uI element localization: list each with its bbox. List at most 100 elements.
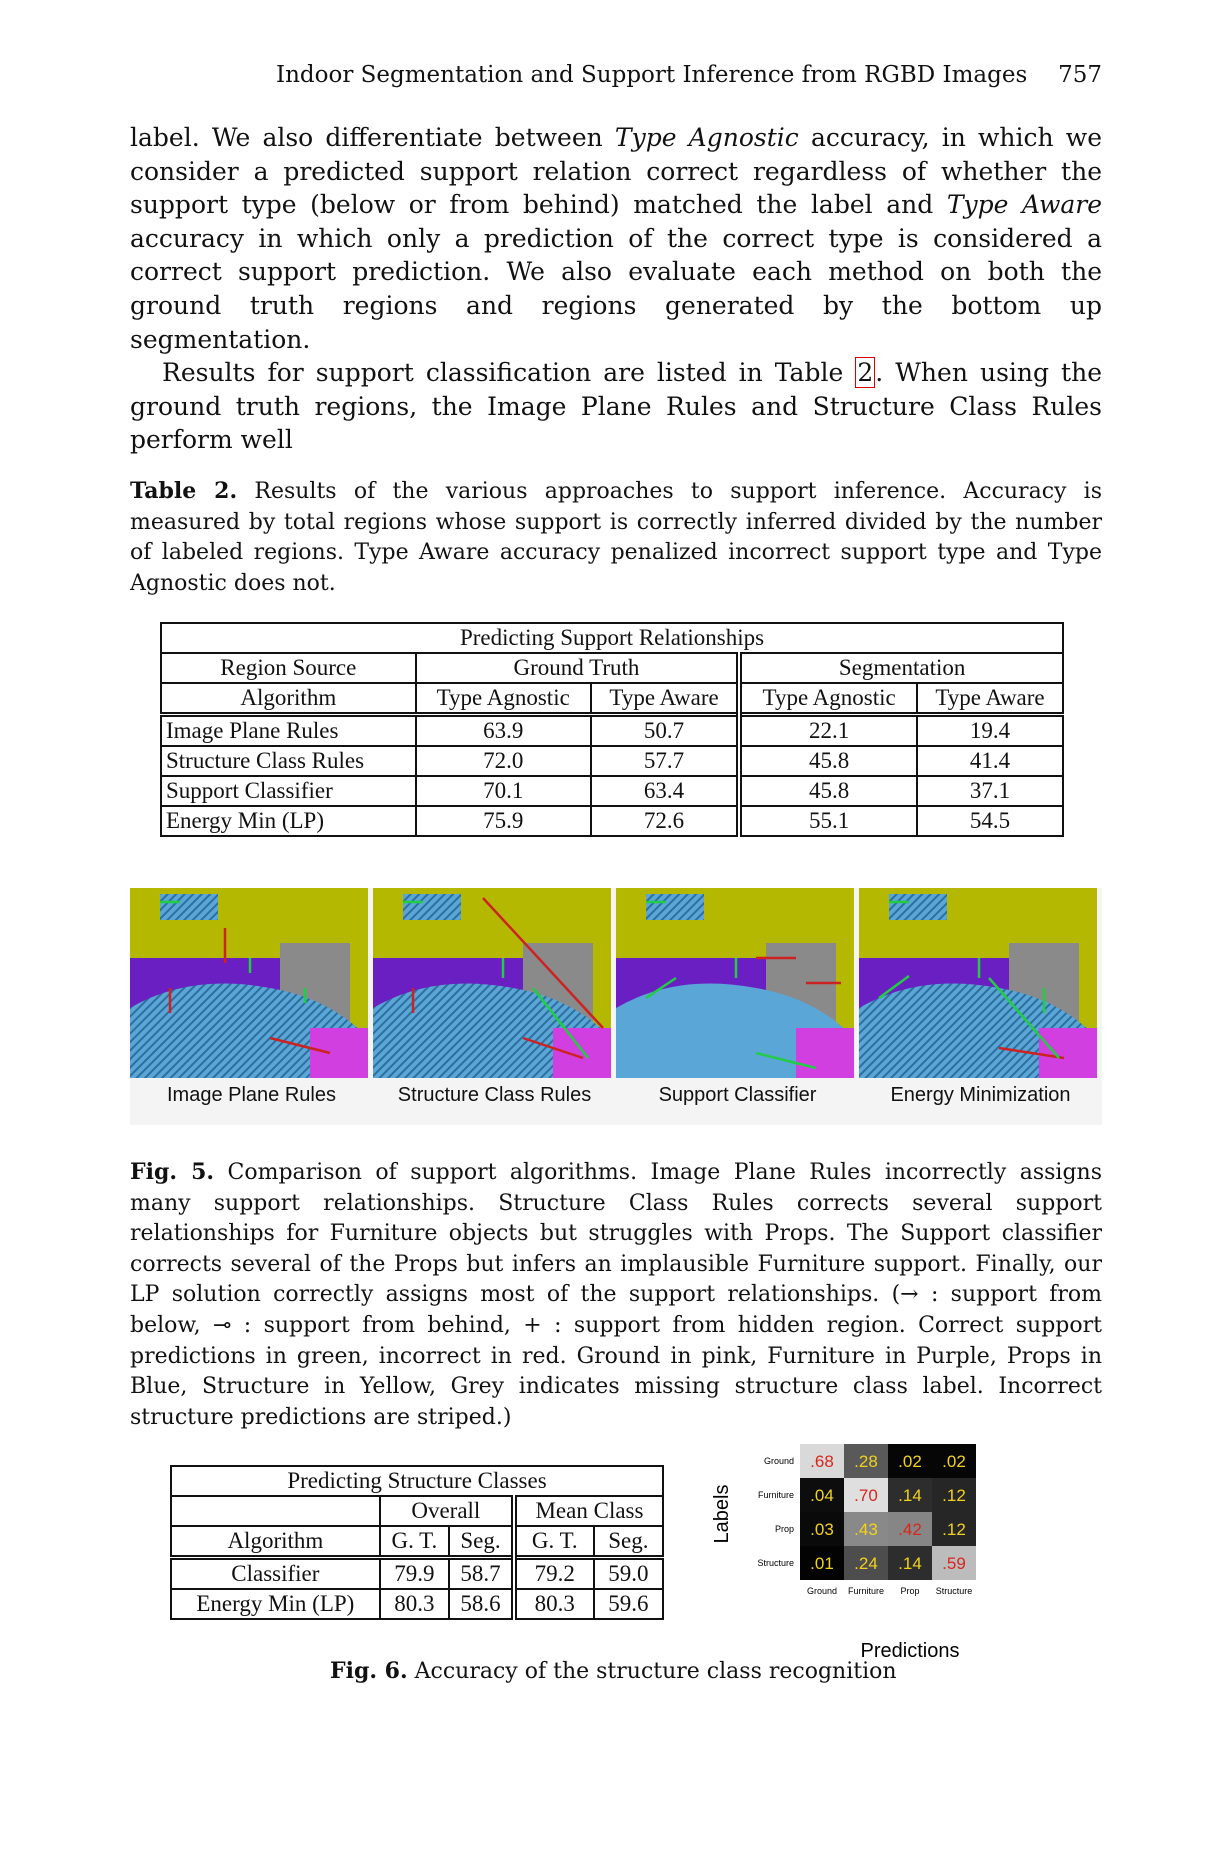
ground-truth-header: Ground Truth [414,652,741,684]
heatmap-value-label: .68 [810,1452,834,1471]
table-row: Image Plane Rules 63.9 50.7 22.1 19.4 [160,712,1065,747]
row-tick-label: Furniture [758,1490,794,1500]
heatmap-cell [932,1478,976,1512]
col-tick-label: Furniture [848,1586,884,1596]
table-row: Structure Class Rules 72.0 57.7 45.8 41.… [160,745,1065,777]
heatmap-value-label: .28 [854,1452,878,1471]
heatmap-cell [932,1444,976,1478]
row-label: Energy Min (LP) [160,805,417,837]
scene-photo-image-plane-rules [130,888,368,1078]
table-row: Support Classifier 70.1 63.4 45.8 37.1 [160,775,1065,807]
table-cell: 45.8 [736,775,918,807]
heatmap-value-label: .01 [810,1554,834,1573]
table-cell: 54.5 [915,805,1065,837]
scene-photo-structure-class-rules [373,888,611,1078]
table-cell: 80.3 [378,1588,451,1620]
table-cell: 70.1 [414,775,592,807]
col-tick-label: Ground [807,1586,837,1596]
heatmap-cell [800,1478,844,1512]
table-cell: 22.1 [736,712,918,747]
panel-label: Energy Minimization [890,1084,1071,1106]
heatmap-value-label: .24 [854,1554,878,1573]
heatmap-cell [888,1478,932,1512]
heatmap-value-label: .14 [898,1486,922,1505]
heatmap-value-label: .02 [898,1452,922,1471]
body-text: label. We also differentiate between Typ… [130,121,1102,457]
heatmap-cell [888,1546,932,1580]
y-axis-label: Labels [711,1485,733,1544]
table-cell: 50.7 [589,712,741,747]
support-table-title: Predicting Support Relationships [160,622,1064,654]
col-tick-label: Prop [900,1586,919,1596]
heatmap-value-label: .14 [898,1554,922,1573]
support-table: Predicting Support Relationships Region … [160,622,1065,837]
mean-class-header: Mean Class [510,1495,665,1527]
row-label: Classifier [170,1555,381,1590]
figure5-caption-text: Comparison of support algorithms. Image … [130,1160,1102,1430]
row-label: Image Plane Rules [160,712,417,747]
table-cell: 80.3 [510,1588,595,1620]
page-number: 757 [1058,62,1102,88]
col-type-aware-seg: Type Aware [915,682,1065,716]
table-cell: 58.6 [448,1588,515,1620]
row-tick-label: Prop [775,1524,794,1534]
p1-text-a: label. We also differentiate between [130,123,615,152]
table-cell: 57.7 [589,745,741,777]
paragraph-2: Results for support classification are l… [130,356,1102,457]
confusion-matrix: Labels Predictions Ground Furniture Prop St… [700,1436,1020,1670]
heatmap-value-label: .59 [942,1554,966,1573]
algorithm-header: Algorithm [160,682,417,716]
heatmap-cell [844,1546,888,1580]
heatmap-cell [800,1444,844,1478]
p1-text-c: accuracy in which only a prediction of t… [130,223,1102,354]
table-cell: 55.1 [736,805,918,837]
heatmap-value-label: .43 [854,1520,878,1539]
table-cell: 59.0 [592,1555,665,1590]
table-cell: 79.9 [378,1555,451,1590]
table-cell: 37.1 [915,775,1065,807]
heatmap-value-label: .03 [810,1520,834,1539]
figure6-caption-label: Fig. 6. [330,1658,408,1684]
figure6-caption: Fig. 6. Accuracy of the structure class … [330,1658,897,1684]
algorithm-header: Algorithm [170,1525,381,1559]
table-cell: 79.2 [510,1555,595,1590]
p1-emphasis-agnostic: Type Agnostic [614,123,799,152]
table-cell: 41.4 [915,745,1065,777]
heatmap-cell [888,1512,932,1546]
table-cell: 63.4 [589,775,741,807]
scene-photo-energy-minimization [859,888,1097,1078]
heatmap-cell [844,1512,888,1546]
empty-header-cell [170,1495,381,1527]
heatmap-value-label: .02 [942,1452,966,1471]
col-type-aware-gt: Type Aware [589,682,741,716]
table-reference-link[interactable]: 2 [855,357,876,389]
col-type-agnostic-gt: Type Agnostic [414,682,592,716]
table-row: Energy Min (LP) 75.9 72.6 55.1 54.5 [160,805,1065,837]
table-cell: 58.7 [448,1555,515,1590]
header-title: Indoor Segmentation and Support Inferenc… [276,62,1028,88]
row-tick-label: Ground [764,1456,794,1466]
p2-text-a: Results for support classification are l… [162,358,856,388]
table-cell: 19.4 [915,712,1065,747]
col-tick-label: Structure [936,1586,973,1596]
table2-caption: Table 2. Results of the various approach… [130,476,1102,599]
p2-text-b: . When using the ground truth regions, t… [130,358,1103,455]
table-row: Classifier 79.9 58.7 79.2 59.0 [170,1555,665,1590]
heatmap-value-label: .04 [810,1486,834,1505]
col-seg-overall: Seg. [448,1525,515,1559]
figure6-caption-text: Accuracy of the structure class recognit… [407,1659,897,1684]
panel-label: Image Plane Rules [167,1084,336,1106]
col-gt-mean: G. T. [510,1525,595,1559]
row-tick-label: Structure [757,1558,794,1568]
x-axis-label: Predictions [861,1640,960,1662]
table-cell: 72.6 [589,805,741,837]
row-label: Energy Min (LP) [170,1588,381,1620]
structure-table: Predicting Structure Classes Overall Mea… [170,1465,665,1620]
segmentation-header: Segmentation [736,652,1064,684]
table2-caption-text: Results of the various approaches to sup… [130,479,1103,596]
p1-text-b: accuracy, in which we consider a predict… [130,123,1102,220]
col-type-agnostic-seg: Type Agnostic [736,682,918,716]
panel-label: Support Classifier [658,1084,817,1106]
heatmap-cell [932,1512,976,1546]
heatmap-value-label: .12 [942,1486,966,1505]
